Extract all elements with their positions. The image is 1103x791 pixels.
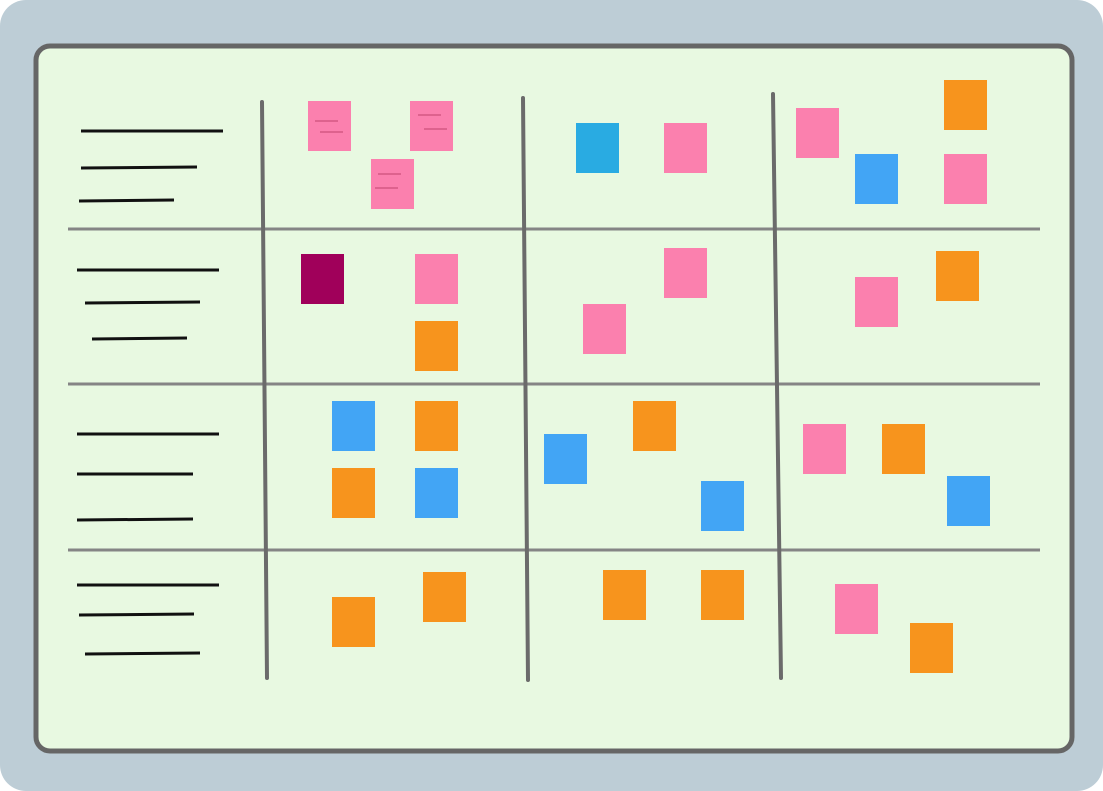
sticky-note (855, 277, 898, 327)
row-labels (76, 129, 223, 656)
sticky-note (423, 572, 466, 622)
sticky-note (415, 468, 458, 518)
sticky-note (944, 154, 987, 204)
sticky-note (371, 159, 414, 209)
sticky-note (803, 424, 846, 474)
sticky-note (415, 321, 458, 371)
label-line (84, 300, 201, 305)
sticky-note (701, 570, 744, 620)
sticky-note (583, 304, 626, 354)
sticky-note (332, 401, 375, 451)
sticky-note (332, 597, 375, 647)
sticky-note (415, 254, 458, 304)
sticky-note (410, 101, 453, 151)
sticky-note (882, 424, 925, 474)
board (33, 43, 1075, 754)
sticky-note (910, 623, 953, 673)
sticky-note (664, 123, 707, 173)
sticky-note (576, 123, 619, 173)
column-dividers (260, 92, 783, 682)
sticky-notes (301, 80, 990, 673)
sticky-note (308, 101, 351, 151)
label-line (80, 165, 198, 170)
sticky-note (415, 401, 458, 451)
sticky-note (332, 468, 375, 518)
label-line (76, 517, 194, 522)
column-divider (260, 100, 269, 680)
sticky-note (544, 434, 587, 484)
column-divider (771, 92, 783, 680)
sticky-note (301, 254, 344, 304)
sticky-note (796, 108, 839, 158)
label-line (84, 651, 201, 656)
sticky-note (835, 584, 878, 634)
sticky-note (603, 570, 646, 620)
sticky-note (664, 248, 707, 298)
sticky-note (701, 481, 744, 531)
label-line (78, 612, 195, 617)
sticky-note (947, 476, 990, 526)
column-divider (521, 96, 530, 682)
label-line (78, 198, 175, 203)
sticky-note (944, 80, 987, 130)
sticky-note (855, 154, 898, 204)
sticky-note (936, 251, 979, 301)
sticky-note (633, 401, 676, 451)
row-dividers (68, 227, 1040, 552)
label-line (91, 336, 188, 341)
